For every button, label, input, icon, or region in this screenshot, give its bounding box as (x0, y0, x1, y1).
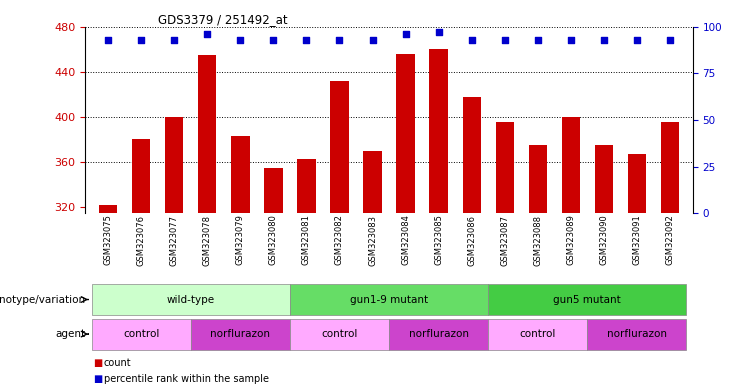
Text: control: control (123, 329, 159, 339)
Point (532, 37, 544, 43)
Bar (628, 154, 645, 213)
Text: control: control (519, 329, 556, 339)
Bar (528, 146, 547, 213)
Bar (191, 319, 290, 349)
Text: ■: ■ (93, 374, 102, 384)
Point (136, 37, 147, 43)
Point (399, 31, 411, 37)
Text: norflurazon: norflurazon (607, 329, 667, 339)
Point (565, 37, 576, 43)
Bar (330, 81, 348, 213)
Point (598, 37, 610, 43)
Point (333, 37, 345, 43)
Point (367, 37, 379, 43)
Text: gun5 mutant: gun5 mutant (554, 295, 621, 305)
Bar (133, 139, 150, 213)
Bar (231, 136, 250, 213)
Bar (430, 50, 448, 213)
Bar (396, 54, 415, 213)
Text: norflurazon: norflurazon (408, 329, 468, 339)
Text: agent: agent (56, 329, 85, 339)
Point (465, 37, 477, 43)
Bar (389, 319, 488, 349)
Point (102, 37, 114, 43)
Bar (92, 319, 191, 349)
Text: norflurazon: norflurazon (210, 329, 270, 339)
Bar (661, 122, 679, 213)
Bar (587, 319, 686, 349)
Text: count: count (104, 358, 131, 368)
Bar (297, 159, 316, 213)
Text: gun1-9 mutant: gun1-9 mutant (350, 295, 428, 305)
Text: control: control (322, 329, 358, 339)
Point (499, 37, 511, 43)
Point (234, 37, 246, 43)
Bar (290, 319, 389, 349)
Point (202, 31, 213, 37)
Bar (99, 205, 117, 213)
Text: percentile rank within the sample: percentile rank within the sample (104, 374, 269, 384)
Point (664, 37, 676, 43)
Bar (199, 55, 216, 213)
Text: GDS3379 / 251492_at: GDS3379 / 251492_at (158, 13, 288, 26)
Point (433, 30, 445, 36)
Bar (363, 151, 382, 213)
Text: genotype/variation: genotype/variation (0, 295, 85, 305)
Bar (165, 117, 184, 213)
Point (268, 37, 279, 43)
Point (301, 37, 313, 43)
Bar (488, 319, 587, 349)
Bar (265, 168, 282, 213)
Point (631, 37, 642, 43)
Bar (462, 97, 481, 213)
Bar (488, 284, 686, 315)
Point (168, 37, 180, 43)
Bar (290, 284, 488, 315)
Bar (562, 117, 579, 213)
Text: ■: ■ (93, 358, 102, 368)
Bar (594, 146, 613, 213)
Text: wild-type: wild-type (167, 295, 215, 305)
Bar (92, 284, 290, 315)
Bar (496, 122, 514, 213)
